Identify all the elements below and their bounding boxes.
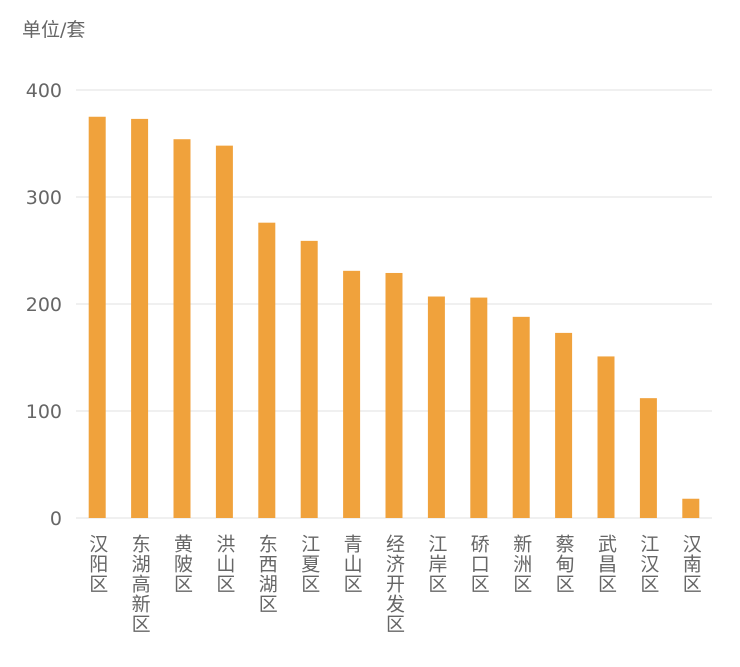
bar xyxy=(682,498,700,518)
unit-label: 单位/套 xyxy=(22,19,85,41)
bar xyxy=(300,240,318,518)
x-tick-label: 汉阳区 xyxy=(86,534,108,594)
x-tick-label: 新洲区 xyxy=(510,534,532,594)
bar xyxy=(597,356,615,518)
x-tick-label: 江夏区 xyxy=(298,534,320,594)
bar xyxy=(215,145,233,518)
bar xyxy=(470,297,488,518)
x-tick-label: 蔡甸区 xyxy=(553,534,575,594)
x-tick-label: 江岸区 xyxy=(425,534,447,594)
x-tick-label: 东西湖区 xyxy=(256,534,278,614)
bar xyxy=(385,272,403,518)
x-tick-label: 青山区 xyxy=(341,534,363,594)
bar xyxy=(258,222,276,518)
y-tick-label: 400 xyxy=(26,80,62,102)
x-tick-label: 汉南区 xyxy=(680,534,702,594)
bar xyxy=(512,316,530,518)
x-tick-label: 东湖高新区 xyxy=(129,534,151,634)
y-tick-label: 100 xyxy=(26,401,62,423)
x-tick-label: 洪山区 xyxy=(213,534,235,594)
bar xyxy=(639,398,657,518)
x-tick-label: 武昌区 xyxy=(595,534,617,594)
bar xyxy=(427,296,445,518)
x-tick-label: 黄陂区 xyxy=(171,534,193,594)
bar xyxy=(88,116,106,518)
y-tick-label: 0 xyxy=(50,508,62,530)
bar xyxy=(555,332,573,518)
bar xyxy=(343,270,361,518)
y-tick-label: 200 xyxy=(26,294,62,316)
y-tick-label: 300 xyxy=(26,187,62,209)
x-tick-label: 江汉区 xyxy=(637,534,659,594)
bar xyxy=(131,118,149,518)
x-tick-label: 硚口区 xyxy=(468,534,490,594)
x-tick-label: 经济开发区 xyxy=(383,534,405,634)
bar xyxy=(173,139,191,518)
